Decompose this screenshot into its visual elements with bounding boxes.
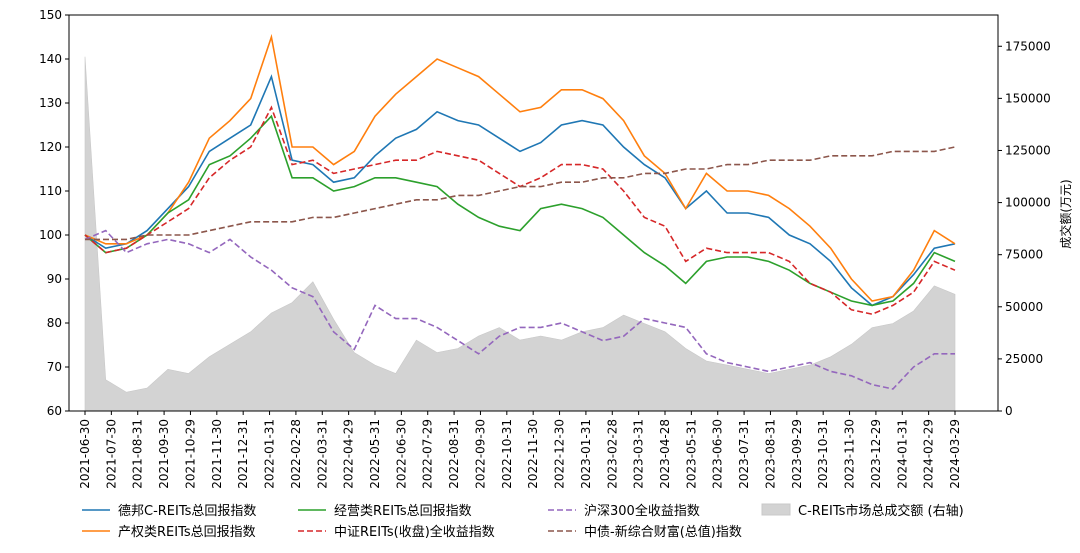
- x-tick-label: 2023-02-28: [605, 419, 619, 489]
- y-right-tick-label: 125000: [1005, 143, 1051, 157]
- series-zhongzheng-line: [84, 105, 956, 316]
- x-tick-label: 2022-08-31: [447, 419, 461, 489]
- legend-label-volume: C-REITs市场总成交额 (右轴): [798, 503, 964, 519]
- y-right-axis-title: 成交额(万元): [1058, 179, 1073, 248]
- series-zhongzhai-line: [85, 146, 956, 241]
- x-tick-label: 2023-07-31: [737, 419, 751, 489]
- x-tick-label: 2023-03-31: [632, 419, 646, 489]
- x-tick-label: 2022-11-30: [526, 419, 540, 489]
- x-tick-label: 2021-07-30: [104, 419, 118, 489]
- series-hs300-line: [84, 229, 955, 390]
- x-tick-label: 2022-05-31: [368, 419, 382, 489]
- x-tick-label: 2022-04-29: [342, 419, 356, 489]
- y-right-tick-label: 175000: [1005, 39, 1051, 53]
- x-tick-label: 2022-07-29: [421, 419, 435, 489]
- x-tick-label: 2022-01-31: [263, 419, 277, 489]
- y-left-tick-label: 110: [39, 184, 62, 198]
- x-tick-label: 2022-10-31: [500, 419, 514, 489]
- x-tick-label: 2021-10-29: [183, 419, 197, 489]
- x-tick-label: 2023-12-29: [869, 419, 883, 489]
- x-tick-label: 2021-08-31: [131, 419, 145, 489]
- series-volume-area: [84, 56, 956, 412]
- x-tick-label: 2022-09-30: [473, 419, 487, 489]
- x-tick-label: 2021-09-30: [157, 419, 171, 489]
- y-right-tick-label: 75000: [1005, 248, 1043, 262]
- y-right-tick-label: 0: [1005, 404, 1013, 418]
- legend-swatch-volume: [761, 503, 791, 516]
- series-chanquan-line: [84, 33, 956, 302]
- x-tick-label: 2023-08-31: [763, 419, 777, 489]
- y-left-tick-label: 130: [39, 96, 62, 110]
- x-tick-label: 2023-04-28: [658, 419, 672, 489]
- y-left-tick-label: 100: [39, 228, 62, 242]
- legend-label-zhongzhai: 中债-新综合财富(总值)指数: [584, 524, 742, 540]
- x-tick-label: 2022-06-30: [394, 419, 408, 489]
- legend-label-chanquan: 产权类REITs总回报指数: [118, 524, 256, 540]
- x-tick-label: 2024-03-29: [948, 419, 962, 489]
- y-left-tick-label: 150: [39, 8, 62, 22]
- x-tick-label: 2022-12-30: [553, 419, 567, 489]
- x-tick-label: 2022-03-31: [315, 419, 329, 489]
- x-tick-label: 2021-12-31: [236, 419, 250, 489]
- x-tick-label: 2023-11-30: [843, 419, 857, 489]
- x-tick-label: 2024-02-29: [922, 419, 936, 489]
- x-tick-label: 2023-05-31: [684, 419, 698, 489]
- y-left-tick-label: 140: [39, 52, 62, 66]
- y-right-tick-label: 100000: [1005, 196, 1051, 210]
- x-tick-label: 2023-09-29: [790, 419, 804, 489]
- x-tick-label: 2021-06-30: [78, 419, 92, 489]
- plot-area: [84, 33, 956, 412]
- x-tick-label: 2022-02-28: [289, 419, 303, 489]
- legend: 德邦C-REITs总回报指数 经营类REITs总回报指数 沪深300全收益指数 C-R…: [82, 503, 964, 540]
- legend-label-debang: 德邦C-REITs总回报指数: [118, 504, 256, 519]
- axes: 60 70 80 90 100 110 120 130 140 150 0 25000 50000 750…: [39, 8, 1051, 489]
- series-jingying-line: [84, 114, 956, 307]
- y-right-tick-label: 150000: [1005, 91, 1051, 105]
- y-left-tick-label: 60: [47, 404, 62, 418]
- series-debang-line: [84, 74, 956, 307]
- x-tick-label: 2023-01-31: [579, 419, 593, 489]
- y-left-tick-label: 80: [47, 316, 62, 330]
- x-tick-label: 2024-01-31: [895, 419, 909, 489]
- x-tick-label: 2021-11-30: [210, 419, 224, 489]
- x-tick-label: 2023-06-30: [711, 419, 725, 489]
- legend-label-jingying: 经营类REITs总回报指数: [334, 504, 472, 519]
- y-left-tick-label: 70: [47, 360, 62, 374]
- y-right-tick-label: 50000: [1005, 300, 1043, 314]
- x-tick-label: 2023-10-31: [816, 419, 830, 489]
- y-left-tick-label: 90: [47, 272, 62, 286]
- y-left-tick-label: 120: [39, 140, 62, 154]
- y-right-tick-label: 25000: [1005, 352, 1043, 366]
- legend-label-zhongzheng: 中证REITs(收盘)全收益指数: [334, 524, 495, 540]
- legend-label-hs300: 沪深300全收益指数: [584, 503, 700, 519]
